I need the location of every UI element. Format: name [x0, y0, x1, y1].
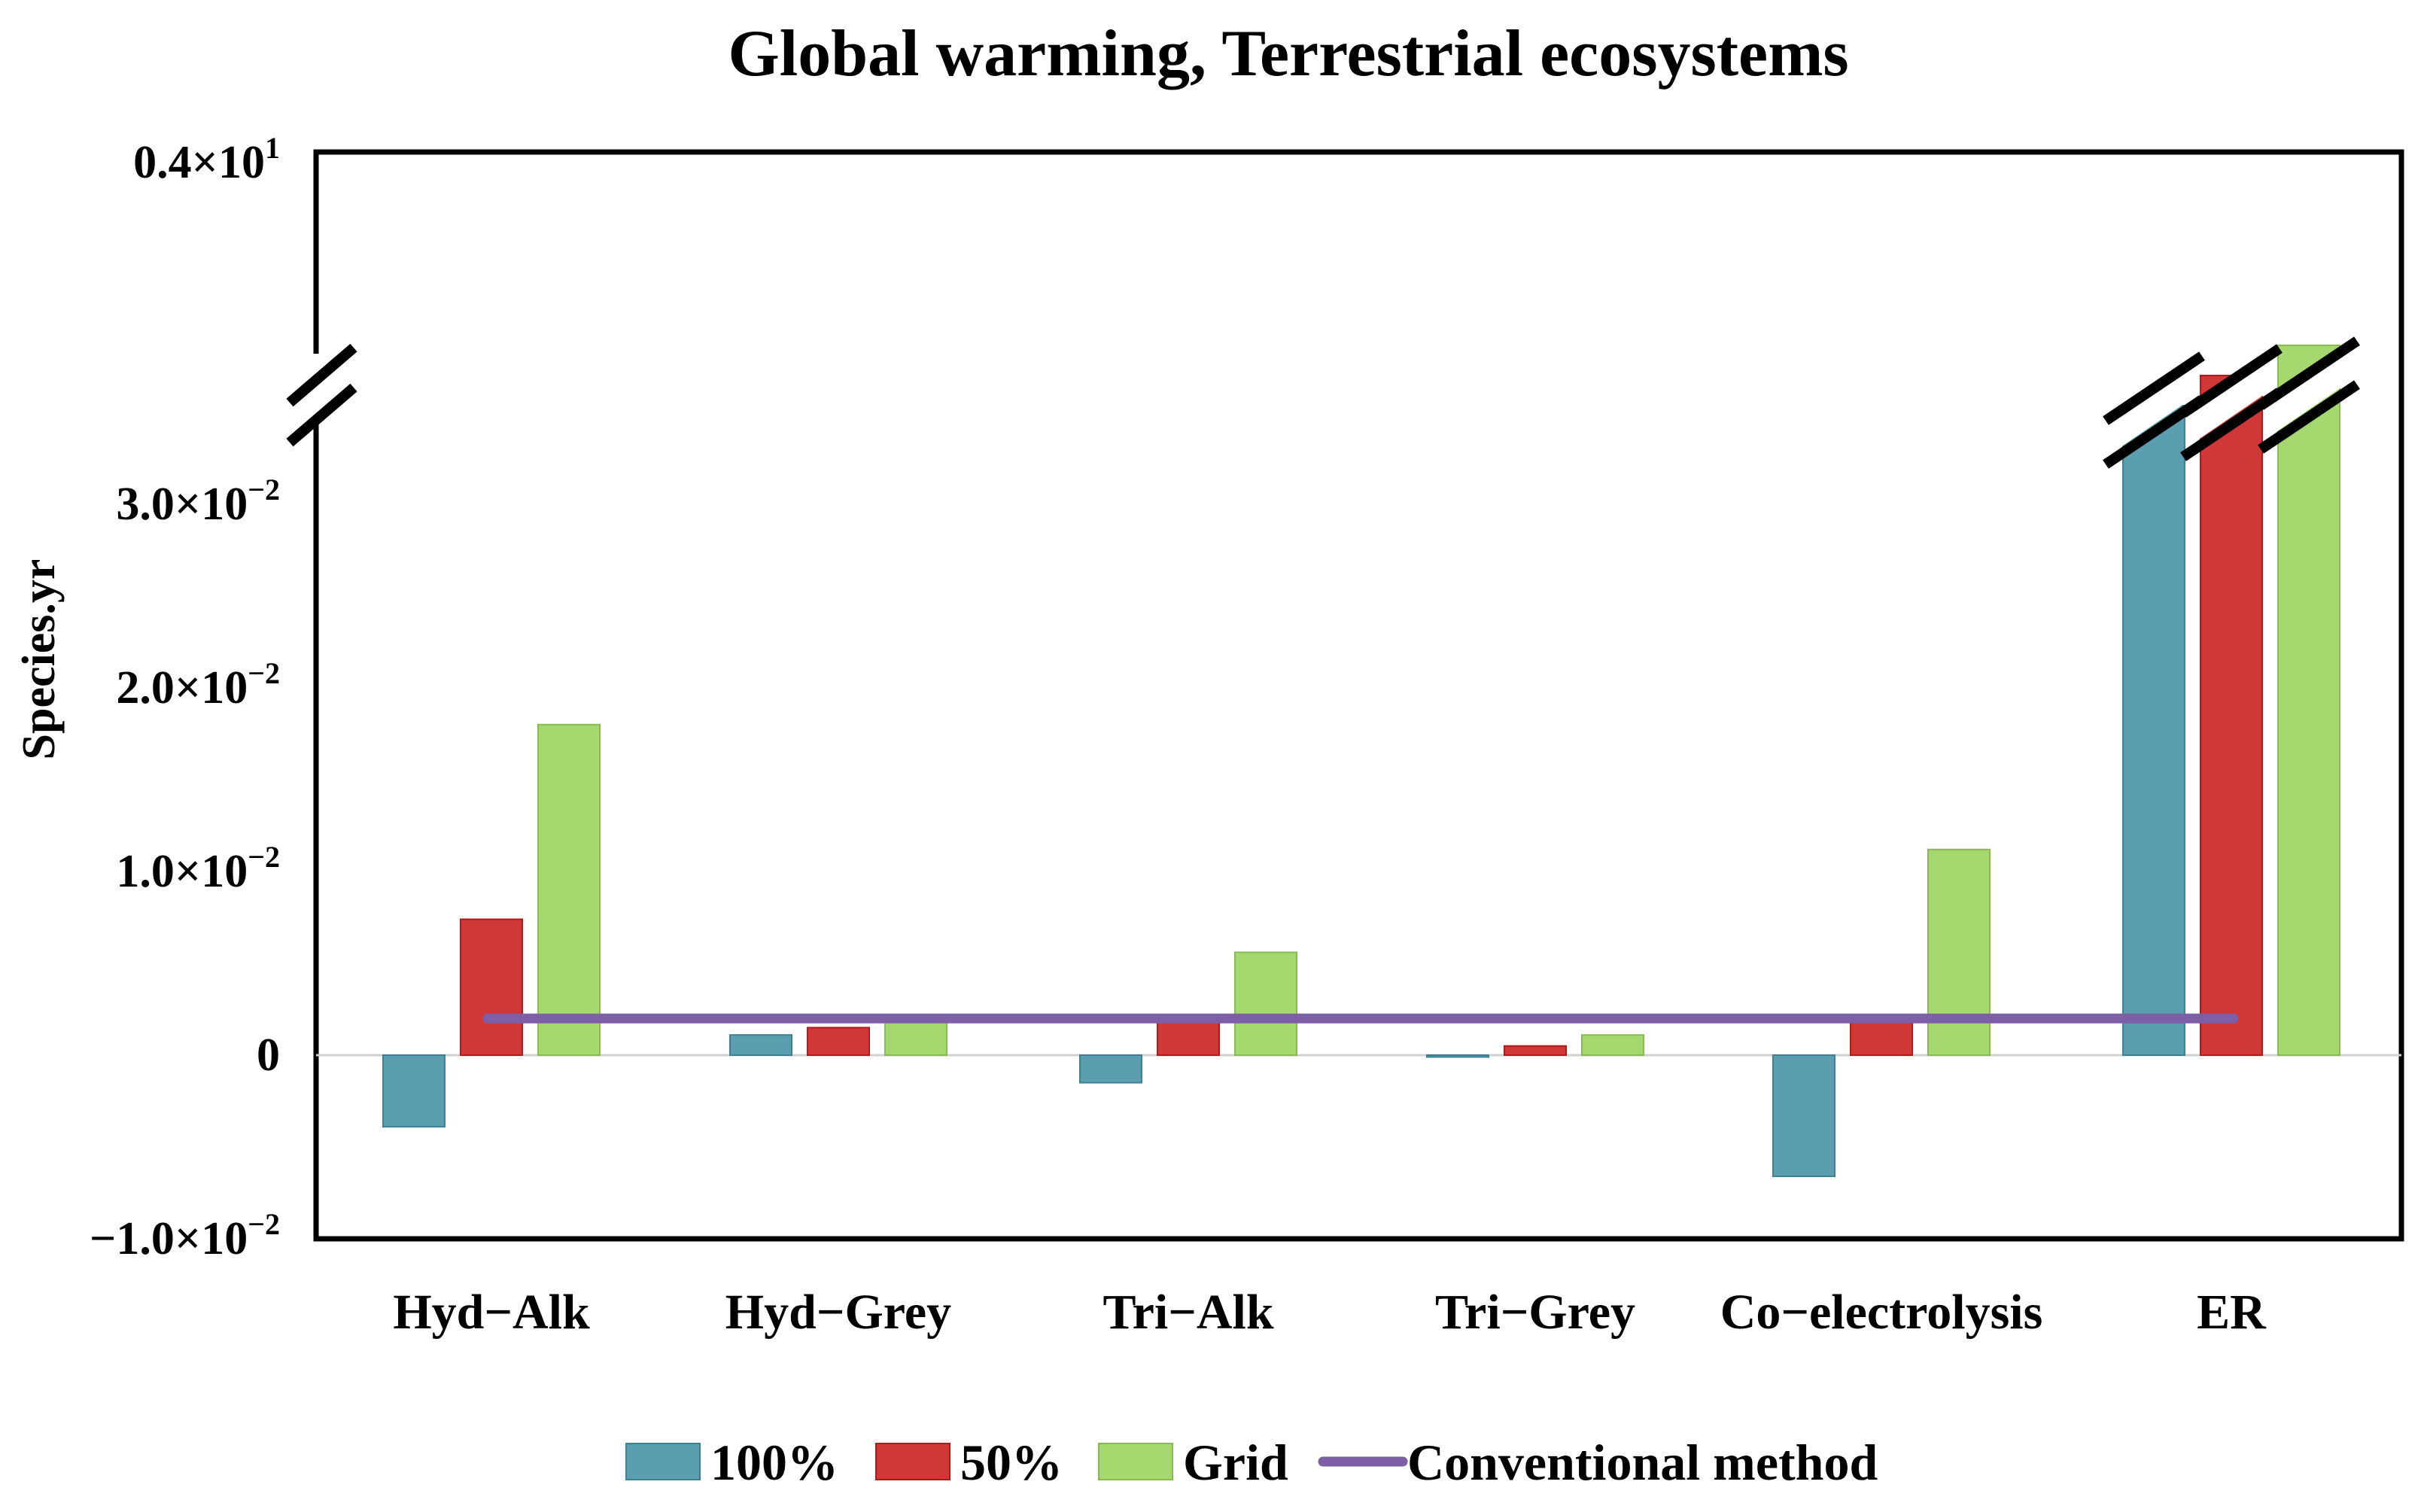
bar-50pct-tri-alk	[1157, 1019, 1220, 1057]
bar-50pct-co-electrolysis	[1850, 1019, 1913, 1057]
axis-break-mark	[286, 383, 357, 447]
bar-break-gap	[2186, 356, 2276, 448]
bar-grid-hyd-alk	[537, 723, 601, 1056]
legend-swatch-100pct	[625, 1443, 701, 1480]
chart-title: Global warming, Terrestrial ecosystems	[728, 17, 1848, 90]
y-axis-label: Species.yr	[14, 559, 65, 760]
bar-100pct-tri-alk	[1079, 1054, 1142, 1084]
bar-100pct-hyd-grey	[729, 1034, 792, 1057]
bar-100pct-hyd-alk	[382, 1054, 446, 1128]
y-tick-label: 3.0×10−2	[116, 473, 280, 530]
plot-area-frame	[313, 149, 2404, 1242]
legend-swatch-50pct	[875, 1443, 950, 1480]
bar-break-mark	[2180, 344, 2283, 418]
bar-break-mark	[2258, 336, 2360, 410]
bar-grid-co-electrolysis	[1927, 848, 1991, 1056]
bar-break-mark	[2258, 380, 2360, 454]
x-tick-label-tri-alk: Tri−Alk	[1103, 1285, 1273, 1340]
legend-swatch-grid	[1098, 1443, 1173, 1480]
y-tick-label: 1.0×10−2	[116, 840, 280, 897]
x-tick-label-tri-grey: Tri−Grey	[1435, 1285, 1635, 1340]
axis-break-mark	[286, 343, 357, 407]
bar-grid-er	[2277, 344, 2340, 1056]
y-tick-label: 0.4×101	[133, 131, 280, 188]
bar-50pct-hyd-grey	[807, 1027, 870, 1057]
bar-break-gap	[2109, 364, 2199, 455]
x-tick-label-co-electrolysis: Co−electrolysis	[1720, 1285, 2043, 1340]
legend-label-conventional-method: Conventional method	[1407, 1434, 1878, 1491]
bar-100pct-co-electrolysis	[1772, 1054, 1835, 1178]
y-tick-label: 0	[257, 1030, 280, 1081]
bar-50pct-er	[2200, 374, 2263, 1056]
x-tick-label-hyd-alk: Hyd−Alk	[393, 1285, 590, 1340]
legend-label-grid: Grid	[1183, 1434, 1288, 1491]
bar-break-mark	[2103, 351, 2205, 425]
y-tick-label: −1.0×10−2	[90, 1207, 280, 1264]
legend-label-50pct: 50%	[960, 1434, 1063, 1491]
bar-100pct-tri-grey	[1426, 1054, 1489, 1058]
y-tick-label: 2.0×10−2	[116, 656, 280, 713]
legend-label-100pct: 100%	[710, 1434, 838, 1491]
x-tick-label-hyd-grey: Hyd−Grey	[725, 1285, 951, 1340]
x-tick-label-er: ER	[2197, 1285, 2267, 1340]
bar-break-gap	[2264, 348, 2354, 440]
bar-50pct-tri-grey	[1504, 1045, 1567, 1057]
bar-50pct-hyd-alk	[460, 918, 523, 1056]
bar-100pct-er	[2122, 405, 2185, 1056]
bar-grid-tri-alk	[1234, 951, 1297, 1056]
bar-grid-tri-grey	[1581, 1034, 1644, 1057]
bar-grid-hyd-grey	[884, 1019, 947, 1057]
